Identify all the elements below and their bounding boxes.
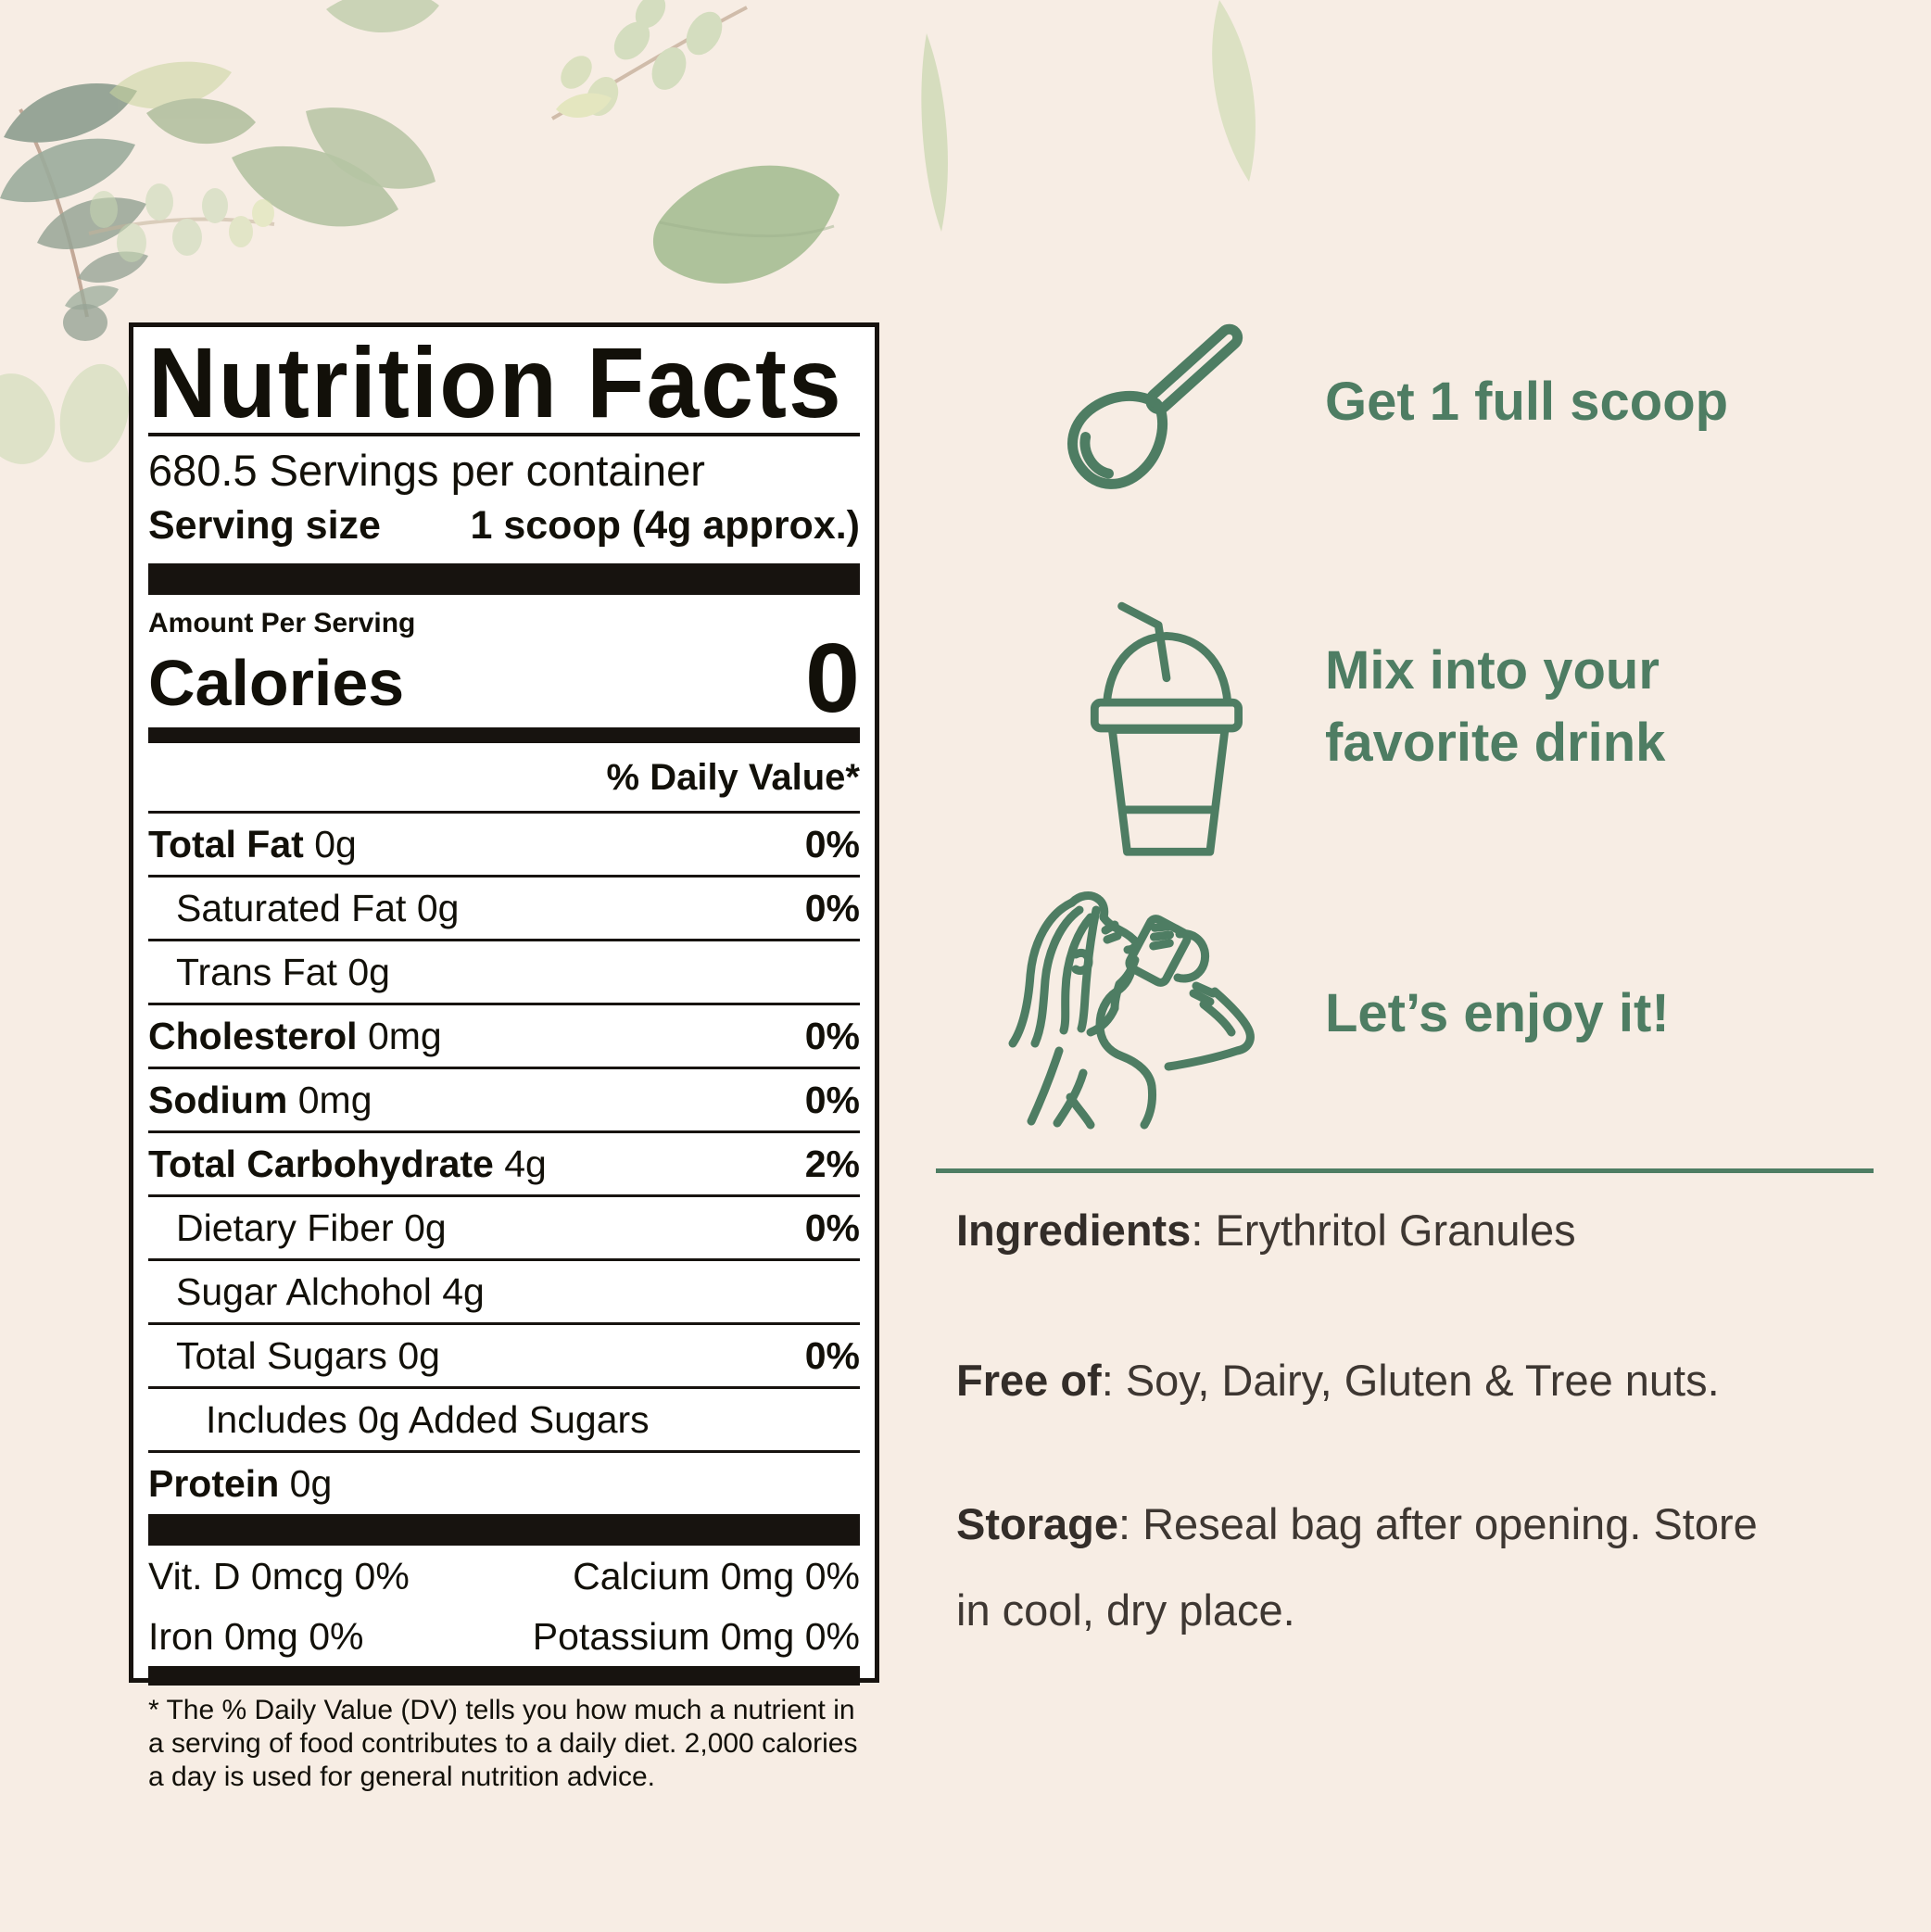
serving-size-label: Serving size bbox=[148, 503, 381, 548]
nutrition-facts-title: Nutrition Facts bbox=[148, 326, 843, 439]
free-of-line: Free of: Soy, Dairy, Gluten & Tree nuts. bbox=[956, 1355, 1720, 1406]
ingredients-value: : Erythritol Granules bbox=[1191, 1206, 1576, 1255]
nutrient-row-trans-fat: Trans Fat 0g bbox=[148, 941, 860, 1005]
drink-cup-icon bbox=[1090, 601, 1243, 856]
serving-size-value: 1 scoop (4g approx.) bbox=[470, 503, 860, 548]
calories-value: 0 bbox=[805, 624, 860, 733]
nutrient-row-sugar-alcohol: Sugar Alchohol 4g bbox=[148, 1261, 860, 1325]
free-of-label: Free of bbox=[956, 1356, 1102, 1405]
title-rule bbox=[148, 433, 860, 436]
nutrition-facts-label: Nutrition Facts 680.5 Servings per conta… bbox=[129, 322, 879, 1792]
separator-bar-thick bbox=[148, 1513, 860, 1546]
section-divider bbox=[936, 1168, 1874, 1173]
nutrient-row-total-sugars: Total Sugars 0g 0% bbox=[148, 1325, 860, 1389]
separator-bar-low bbox=[148, 1665, 860, 1686]
measuring-spoon-icon bbox=[1067, 323, 1243, 489]
storage-label: Storage bbox=[956, 1499, 1118, 1548]
large-leaf-top-center bbox=[652, 165, 839, 284]
nutrient-row-total-fat: Total Fat 0g 0% bbox=[148, 814, 860, 878]
instruction-mix-text-line2: favorite drink bbox=[1325, 713, 1666, 773]
leaf-cluster-top-middle-left bbox=[109, 0, 439, 145]
nutrient-row-sodium: Sodium 0mg 0% bbox=[148, 1069, 860, 1133]
pointed-leaf-top-right bbox=[1212, 0, 1256, 182]
calories-label: Calories bbox=[148, 647, 405, 720]
storage-line: Storage: Reseal bag after opening. Store… bbox=[956, 1481, 1758, 1653]
eucalyptus-sprig-top-center bbox=[551, 0, 748, 120]
ingredients-line: Ingredients: Erythritol Granules bbox=[956, 1205, 1576, 1256]
nutrient-row-dietary-fiber: Dietary Fiber 0g 0% bbox=[148, 1197, 860, 1261]
nutrient-row-cholesterol: Cholesterol 0mg 0% bbox=[148, 1005, 860, 1069]
leaf-branch-top-left bbox=[0, 83, 148, 341]
separator-bar-thick bbox=[148, 563, 860, 595]
daily-value-header: % Daily Value* bbox=[148, 743, 860, 814]
storage-value-line2: in cool, dry place. bbox=[956, 1585, 1295, 1635]
eucalyptus-sprig-left bbox=[88, 183, 275, 262]
amount-per-serving: Amount Per Serving bbox=[148, 608, 416, 638]
instruction-mix-text-line1: Mix into your bbox=[1325, 640, 1660, 701]
nutrient-row-saturated-fat: Saturated Fat 0g 0% bbox=[148, 878, 860, 941]
woman-drinking-icon bbox=[1008, 891, 1255, 1130]
servings-per-container: 680.5 Servings per container bbox=[148, 446, 705, 495]
daily-value-footnote: * The % Daily Value (DV) tells you how m… bbox=[148, 1694, 858, 1792]
serving-size-row: Serving size 1 scoop (4g approx.) bbox=[148, 503, 860, 549]
vitamin-row-1: Vit. D 0mcg 0% Calcium 0mg 0% bbox=[148, 1554, 860, 1597]
nutrient-row-added-sugars: Includes 0g Added Sugars bbox=[148, 1389, 860, 1453]
free-of-value: : Soy, Dairy, Gluten & Tree nuts. bbox=[1101, 1356, 1720, 1405]
pale-leaves-left-edge bbox=[0, 363, 130, 464]
instruction-scoop-text: Get 1 full scoop bbox=[1325, 372, 1729, 432]
instruction-enjoy-text: Let’s enjoy it! bbox=[1325, 983, 1670, 1043]
separator-bar-medium bbox=[148, 726, 860, 743]
ingredients-label: Ingredients bbox=[956, 1206, 1192, 1255]
calories-row: Calories 0 bbox=[148, 624, 860, 733]
nutrient-row-protein: Protein 0g bbox=[148, 1461, 333, 1505]
sliver-leaf-top bbox=[921, 33, 948, 232]
storage-value-line1: : Reseal bag after opening. Store bbox=[1118, 1499, 1758, 1548]
nutrient-row-total-carbohydrate: Total Carbohydrate 4g 2% bbox=[148, 1133, 860, 1197]
vitamin-row-2: Iron 0mg 0% Potassium 0mg 0% bbox=[148, 1614, 860, 1658]
